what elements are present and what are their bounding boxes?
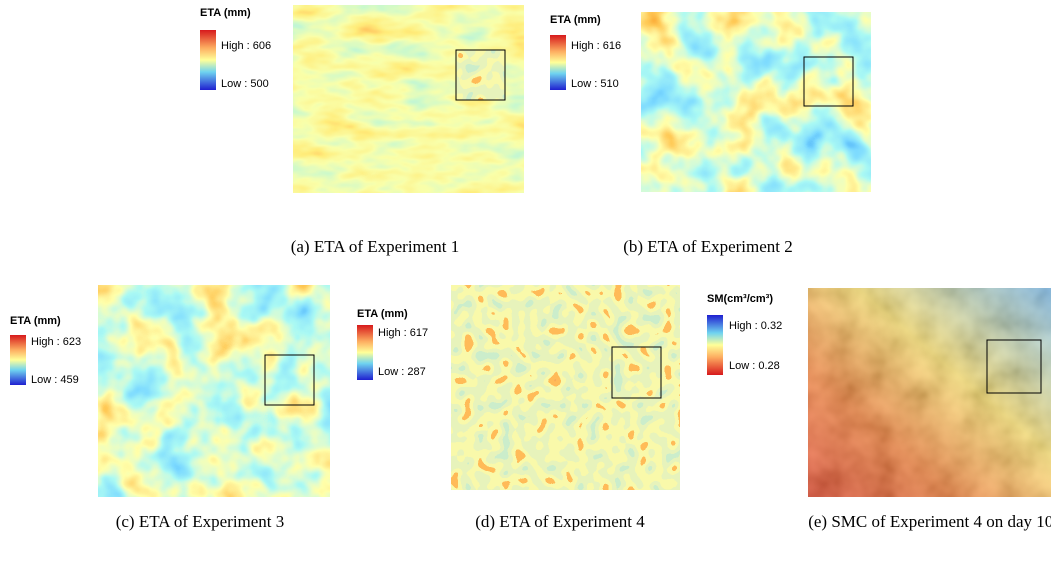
- legend-high: High : 617: [378, 327, 428, 339]
- map-inset: [456, 50, 505, 100]
- map: [641, 12, 871, 192]
- colorbar: [10, 335, 26, 385]
- map: [451, 285, 680, 490]
- legend-low: Low : 459: [31, 374, 79, 386]
- legend-low: Low : 0.28: [729, 360, 780, 372]
- colorbar: [550, 35, 566, 90]
- legend-high: High : 606: [221, 40, 271, 52]
- caption: (c) ETA of Experiment 3: [116, 512, 285, 531]
- figure: ETA (mm) High : 606 Low : 500 (a) ETA of…: [0, 0, 1051, 561]
- legend-title: ETA (mm): [550, 14, 601, 26]
- legend-high: High : 623: [31, 336, 81, 348]
- legend-title: ETA (mm): [10, 315, 61, 327]
- colorbar: [357, 325, 373, 380]
- legend-title: SM(cm³/cm³): [707, 293, 773, 305]
- caption: (b) ETA of Experiment 2: [623, 237, 793, 256]
- caption: (a) ETA of Experiment 1: [291, 237, 460, 256]
- legend-title: ETA (mm): [200, 7, 251, 19]
- colorbar: [707, 315, 723, 375]
- caption: (d) ETA of Experiment 4: [475, 512, 645, 531]
- caption: (e) SMC of Experiment 4 on day 101: [808, 512, 1051, 531]
- colorbar: [200, 30, 216, 90]
- legend-low: Low : 500: [221, 78, 269, 90]
- legend-low: Low : 510: [571, 78, 619, 90]
- legend-high: High : 616: [571, 40, 621, 52]
- map: [98, 285, 330, 497]
- legend-high: High : 0.32: [729, 320, 782, 332]
- legend-low: Low : 287: [378, 366, 426, 378]
- legend-title: ETA (mm): [357, 308, 408, 320]
